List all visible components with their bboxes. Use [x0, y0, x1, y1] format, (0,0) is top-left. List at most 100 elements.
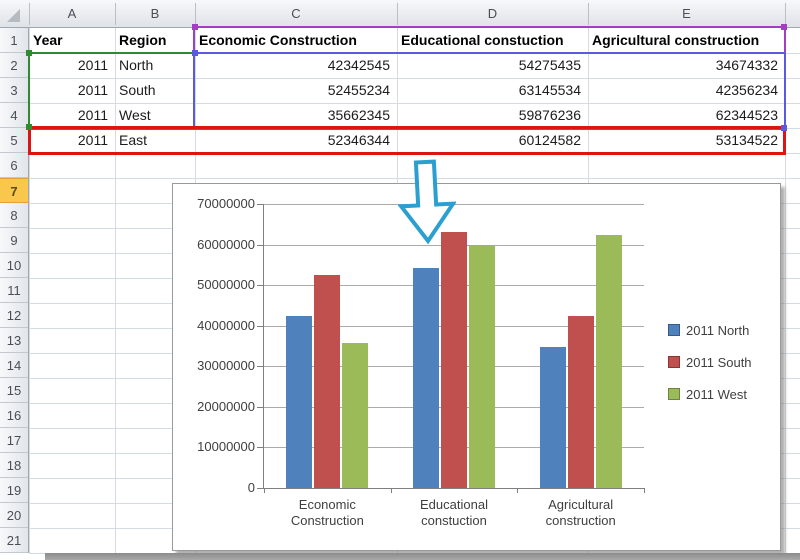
table-cell[interactable]: 2011 — [77, 107, 108, 123]
chart-bar-2011-south[interactable] — [567, 316, 594, 488]
range-drag-handle[interactable] — [781, 24, 787, 30]
y-axis-label: 40000000 — [197, 317, 255, 333]
row-header-12[interactable]: 12 — [0, 303, 28, 328]
grid-hline — [29, 103, 800, 104]
legend-item-north[interactable]: 2011 North — [668, 324, 749, 338]
column-header-A[interactable]: A — [67, 6, 77, 21]
legend-swatch-west — [668, 388, 680, 400]
row-header-column: 1 2 3 4 5 6 7 8 9 10 11 12 13 14 15 16 17 18 19 20 21 — [0, 28, 29, 553]
chart-bar-2011-north[interactable] — [286, 316, 313, 488]
chart-bar-2011-west[interactable] — [469, 245, 495, 488]
bar-chart[interactable]: 0 10000000 20000000 30000000 40000000 5000000… — [172, 183, 781, 551]
row-header-7[interactable]: 7 — [0, 178, 28, 203]
y-axis-tick — [257, 325, 263, 327]
legend-item-south[interactable]: 2011 South — [668, 356, 752, 370]
table-cell[interactable]: 54275435 — [518, 57, 581, 73]
column-header-E[interactable]: E — [682, 6, 691, 21]
table-cell[interactable]: 35662345 — [327, 107, 390, 123]
range-border-values[interactable] — [193, 52, 786, 130]
row-header-6[interactable]: 6 — [0, 153, 28, 178]
table-cell[interactable]: 2011 — [77, 132, 108, 148]
row-header-14[interactable]: 14 — [0, 353, 28, 378]
column-header-C[interactable]: C — [291, 6, 301, 21]
y-axis-tick — [257, 447, 263, 449]
table-cell[interactable]: South — [119, 82, 156, 98]
row-header-18[interactable]: 18 — [0, 453, 28, 478]
value-axis-line — [263, 204, 264, 489]
select-all-triangle-icon — [7, 9, 20, 22]
y-axis-tick — [257, 204, 263, 205]
table-cell[interactable]: 34674332 — [715, 57, 778, 73]
select-all-corner[interactable] — [0, 0, 29, 27]
row-header-20[interactable]: 20 — [0, 503, 28, 528]
row-header-15[interactable]: 15 — [0, 378, 28, 403]
bottom-shadow — [45, 553, 800, 560]
row-header-16[interactable]: 16 — [0, 403, 28, 428]
table-cell[interactable]: East — [119, 132, 148, 148]
grid-hline — [29, 178, 800, 179]
y-axis-label: 0 — [247, 480, 255, 495]
chart-bar-2011-west[interactable] — [342, 343, 369, 488]
range-border-categories[interactable] — [28, 52, 195, 130]
y-axis-tick — [257, 244, 263, 246]
table-cell[interactable]: 63145534 — [518, 82, 581, 98]
column-header-B[interactable]: B — [150, 6, 160, 21]
header-cell[interactable]: Educational constuction — [401, 32, 564, 48]
row-header-8[interactable]: 8 — [0, 203, 28, 228]
table-cell[interactable]: 60124582 — [518, 132, 581, 148]
x-axis-label: Agricultural construction — [545, 497, 616, 528]
range-drag-handle[interactable] — [26, 124, 32, 130]
table-cell[interactable]: 59876236 — [518, 107, 581, 123]
table-cell[interactable]: North — [119, 57, 154, 73]
grid-vline — [29, 28, 30, 553]
chart-bar-2011-south[interactable] — [441, 231, 467, 488]
legend-item-west[interactable]: 2011 West — [668, 388, 747, 402]
table-cell[interactable]: 62344523 — [715, 107, 778, 123]
column-header-D[interactable]: D — [487, 6, 498, 21]
header-cell[interactable]: Economic Construction — [199, 32, 357, 48]
range-border-series-names[interactable] — [193, 26, 786, 54]
row-header-2[interactable]: 2 — [0, 53, 28, 78]
y-axis-label: 10000000 — [197, 439, 255, 455]
header-cell[interactable]: Agricultural construction — [592, 32, 760, 48]
range-drag-handle[interactable] — [192, 24, 198, 30]
table-cell[interactable]: 42342545 — [327, 57, 390, 73]
legend-label: 2011 West — [686, 387, 747, 402]
row-header-17[interactable]: 17 — [0, 428, 28, 453]
chart-bar-2011-west[interactable] — [595, 235, 622, 488]
row-header-5[interactable]: 5 — [0, 128, 28, 153]
row-header-1[interactable]: 1 — [0, 28, 28, 53]
chart-bar-2011-south[interactable] — [314, 275, 341, 488]
table-cell[interactable]: 52346344 — [327, 132, 390, 148]
table-cell[interactable]: 42356234 — [715, 82, 778, 98]
header-cell[interactable]: Region — [119, 32, 167, 48]
range-drag-handle[interactable] — [781, 125, 787, 131]
table-cell[interactable]: 53134522 — [715, 132, 778, 148]
range-border-new-row[interactable] — [28, 126, 786, 155]
header-cell[interactable]: Year — [33, 32, 63, 48]
row-header-4[interactable]: 4 — [0, 103, 28, 128]
table-cell[interactable]: 52455234 — [327, 82, 390, 98]
legend-label: 2011 North — [686, 323, 750, 338]
row-header-13[interactable]: 13 — [0, 328, 28, 353]
chart-bar-2011-north[interactable] — [413, 267, 439, 488]
category-tick — [390, 488, 392, 493]
table-cell[interactable]: 2011 — [77, 82, 108, 98]
legend-label: 2011 South — [686, 355, 752, 370]
row-header-10[interactable]: 10 — [0, 253, 28, 278]
row-header-9[interactable]: 9 — [0, 228, 28, 253]
down-arrow-icon[interactable] — [398, 158, 456, 246]
column-header-separator — [785, 3, 786, 25]
range-drag-handle[interactable] — [192, 50, 198, 56]
row-header-19[interactable]: 19 — [0, 478, 28, 503]
chart-bar-2011-north[interactable] — [539, 347, 566, 488]
grid-hline — [29, 78, 800, 79]
table-cell[interactable]: 2011 — [77, 57, 108, 73]
range-drag-handle[interactable] — [26, 50, 32, 56]
row-header-3[interactable]: 3 — [0, 78, 28, 103]
row-header-21[interactable]: 21 — [0, 528, 28, 553]
table-cell[interactable]: West — [119, 107, 151, 123]
y-axis-label: 60000000 — [197, 236, 255, 252]
row-header-11[interactable]: 11 — [0, 278, 28, 303]
